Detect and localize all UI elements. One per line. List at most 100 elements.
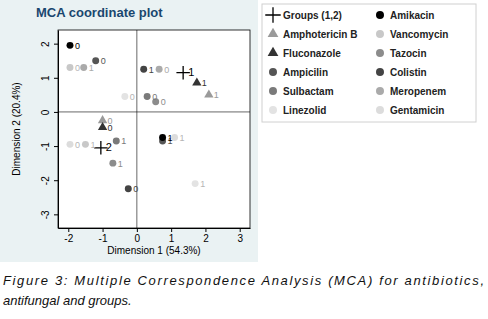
legend-label: Ampicilin: [283, 67, 328, 78]
legend-label: Gentamicin: [390, 105, 444, 116]
legend-marker: [268, 28, 279, 37]
x-tick-label: 2: [203, 233, 209, 244]
y-tick-label: 2: [40, 41, 51, 47]
x-tick-mark: [137, 228, 138, 232]
point-label: 1: [188, 66, 194, 78]
y-tick-mark: [54, 180, 58, 181]
y-tick-mark: [54, 214, 58, 215]
x-axis: -2 -1 0 1 2 3: [59, 228, 251, 244]
chart: MCA coordinate plot-2-10123-3-2-1012Dime…: [0, 0, 488, 319]
y-tick-label: -3: [40, 210, 51, 219]
y-tick-label: -1: [40, 142, 51, 151]
point-label: 0: [108, 123, 113, 133]
background: [0, 0, 258, 262]
x-tick-mark: [103, 228, 104, 232]
plot-frame: [58, 30, 250, 228]
x-tick-label: -1: [99, 233, 108, 244]
title: MCA coordinate plot: [36, 5, 163, 20]
y-tick-label: 1: [40, 75, 51, 81]
y-tick-mark: [54, 146, 58, 147]
x-tick-mark: [205, 228, 206, 232]
legend-marker: [376, 49, 384, 57]
y-tick-label: 0: [40, 109, 51, 115]
point: [121, 93, 128, 100]
point-label: 0: [152, 92, 157, 102]
legend-marker: [269, 68, 277, 76]
caption: Figure 3: Multiple Correspondence Analys…: [3, 273, 484, 288]
legend-box: [262, 4, 476, 122]
point-label: 0: [164, 65, 169, 75]
point: [67, 42, 74, 49]
legend-marker: [265, 7, 280, 22]
point-label: 1: [214, 90, 219, 100]
point: [159, 134, 166, 141]
x-tick: 1: [169, 228, 175, 244]
point-label: 1: [202, 78, 207, 88]
point-label: 2: [106, 141, 112, 153]
reference-line-y: [58, 111, 250, 112]
y-axis-title: Dimension 2 (20.4%): [11, 82, 22, 175]
plot-area: [58, 30, 250, 228]
point-label: 1: [200, 179, 205, 189]
legend-marker: [376, 87, 384, 95]
point-label: 1: [168, 133, 173, 143]
point-label: 0: [161, 97, 166, 107]
point-label: 1: [149, 65, 154, 75]
point: [67, 64, 74, 71]
plot-data: [58, 30, 250, 228]
point-label: 1: [118, 159, 123, 169]
x-tick-mark: [240, 228, 241, 232]
x-tick-label: 0: [135, 233, 141, 244]
y-axis: -3 -2 -1 0 1 2: [40, 31, 59, 229]
legend: Groups (1,2)Amphotericin BFluconazoleAmp…: [262, 4, 476, 122]
y-tick: 0: [40, 109, 58, 115]
x-tick: -1: [99, 228, 108, 244]
legend-marker: [376, 106, 384, 114]
x-tick-mark: [171, 228, 172, 232]
point: [125, 185, 132, 192]
legend-marker: [376, 30, 384, 38]
x-tick-mark: [68, 228, 69, 232]
point-label: 0: [75, 63, 80, 73]
point: [140, 66, 147, 73]
point-label: 0: [130, 92, 135, 102]
y-tick: 1: [40, 75, 58, 81]
y-tick-mark: [54, 44, 58, 45]
point-label: 0: [101, 56, 106, 66]
y-tick: 2: [40, 41, 58, 47]
point: [109, 160, 116, 167]
reference-line-x: [136, 30, 137, 228]
point: [98, 122, 107, 130]
legend-marker: [376, 11, 384, 19]
legend-label: Amikacin: [390, 10, 434, 21]
point-label: 0: [133, 184, 138, 194]
point-labels: 120101010101010101010101: [75, 41, 219, 194]
legend-marker: [269, 87, 277, 95]
point: [192, 78, 201, 86]
x-axis-title: Dimension 1 (54.3%): [107, 245, 200, 256]
point: [82, 141, 89, 148]
legend-label: Tazocin: [390, 48, 426, 59]
y-tick-mark: [54, 112, 58, 113]
point-label: 1: [180, 133, 185, 143]
legend-marker: [268, 47, 279, 56]
point: [204, 89, 213, 97]
point: [156, 66, 163, 73]
point-label: 0: [75, 140, 80, 150]
y-tick: -2: [40, 176, 58, 185]
x-tick-label: 1: [169, 233, 175, 244]
point-label: 1: [90, 140, 95, 150]
point-label: 1: [89, 63, 94, 73]
legend-label: Linezolid: [283, 105, 326, 116]
x-tick-label: -2: [64, 233, 73, 244]
legend-label: Colistin: [390, 67, 427, 78]
y-tick-label: -2: [40, 176, 51, 185]
x-tick: 3: [237, 228, 243, 244]
point: [67, 141, 74, 148]
x-tick: 0: [135, 228, 141, 244]
point: [80, 64, 87, 71]
x-tick: 2: [203, 228, 209, 244]
legend-label: Groups (1,2): [283, 10, 342, 21]
legend-label: Meropenem: [390, 86, 446, 97]
point-label: 1: [121, 136, 126, 146]
